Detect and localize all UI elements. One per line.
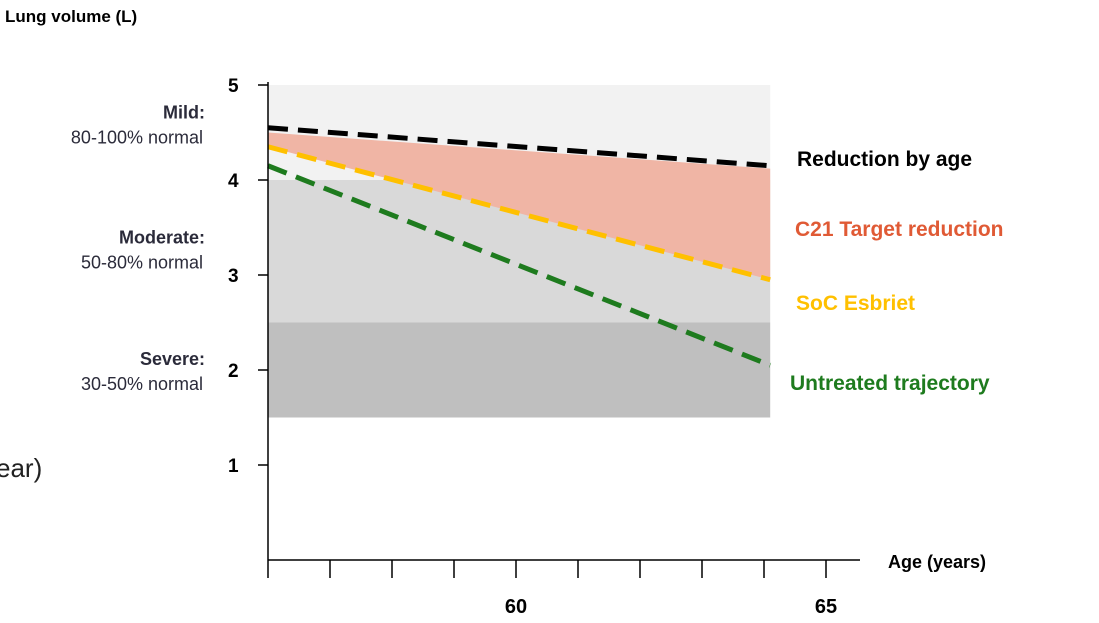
y-tick-label: 2 <box>228 361 239 382</box>
band-label-desc: 80-100% normal <box>71 128 203 148</box>
band-label-name: Moderate: <box>119 227 205 247</box>
band-labels: Mild: 80-100% normal Moderate: 50-80% norma… <box>71 103 205 395</box>
series-label: C21 Target reduction <box>795 218 1003 241</box>
x-tick-label: 60 <box>505 596 527 618</box>
series-lines <box>267 125 772 368</box>
band-label-desc: 30-50% normal <box>81 374 203 394</box>
series-label: SoC Esbriet <box>796 292 915 315</box>
clipped-text-fragment: ear) <box>0 453 42 483</box>
series-label: Reduction by age <box>797 148 972 171</box>
target-area-layer <box>268 132 771 280</box>
x-tick-labels: 60 65 <box>505 596 837 618</box>
series-label: Untreated trajectory <box>790 372 990 395</box>
severity-band-2 <box>268 322 771 418</box>
y-tick-labels: 1 2 3 4 5 <box>228 76 239 477</box>
x-axis-title: Age (years) <box>888 552 986 572</box>
series-line-1 <box>267 144 771 283</box>
band-label-name: Mild: <box>163 103 205 123</box>
y-tick-label: 4 <box>228 171 239 192</box>
axes <box>258 82 860 578</box>
series-line-2 <box>267 163 772 368</box>
y-tick-label: 1 <box>228 456 239 477</box>
y-axis-title: Lung volume (L) <box>5 7 137 26</box>
x-tick-label: 65 <box>815 596 837 618</box>
y-tick-label: 3 <box>228 266 239 287</box>
target-reduction-area <box>268 132 771 280</box>
y-tick-label: 5 <box>228 76 239 97</box>
band-label-desc: 50-80% normal <box>81 252 203 272</box>
series-line-0 <box>267 125 771 169</box>
band-label-name: Severe: <box>140 349 205 369</box>
series-labels: Reduction by age C21 Target reduction SoC … <box>790 148 1003 395</box>
